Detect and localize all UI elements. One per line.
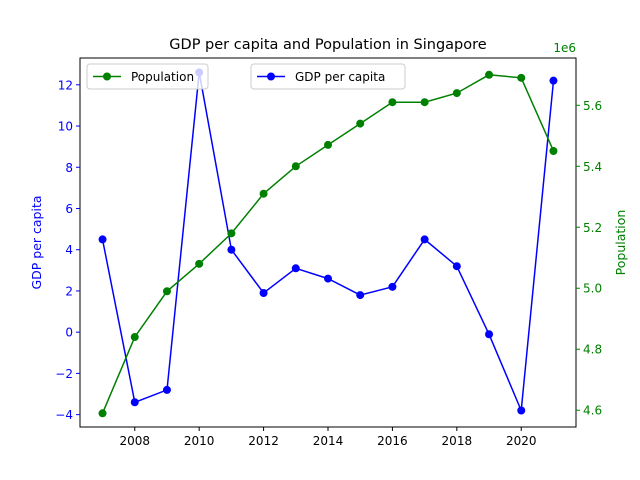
population-point: [388, 98, 397, 107]
population-point: [227, 229, 236, 238]
x-tick-label: 2016: [377, 434, 408, 448]
left-y-tick-label: 0: [65, 326, 73, 340]
x-tick-label: 2020: [506, 434, 537, 448]
left-y-axis-label: GDP per capita: [29, 195, 44, 289]
population-point: [420, 98, 429, 107]
gdp-per-capita-point: [517, 406, 526, 415]
legend-marker: [267, 72, 275, 81]
left-y-tick-label: −2: [55, 367, 73, 381]
right-y-tick-label: 5.0: [583, 282, 602, 296]
population-point: [162, 287, 171, 296]
gdp-per-capita-point: [549, 76, 558, 85]
population-point: [291, 162, 300, 171]
gdp-per-capita-point: [388, 282, 397, 291]
right-y-tick-label: 5.2: [583, 221, 602, 235]
population-point: [130, 333, 139, 342]
legend-box: [250, 63, 406, 90]
legend-label: GDP per capita: [295, 70, 385, 84]
x-tick-label: 2008: [119, 434, 150, 448]
population-point: [485, 70, 494, 79]
gdp-per-capita-point: [452, 262, 461, 271]
x-tick-label: 2018: [442, 434, 473, 448]
population-point: [549, 147, 558, 156]
gdp-per-capita-point: [485, 330, 494, 339]
legend-upper-left: Population: [86, 63, 209, 90]
population-point: [324, 140, 332, 149]
right-y-tick-label: 5.6: [583, 99, 602, 113]
population-point: [259, 189, 268, 198]
right-y-tick-label: 4.6: [583, 404, 602, 418]
gdp-per-capita-point: [227, 245, 236, 254]
population-point: [98, 409, 107, 418]
x-tick-label: 2014: [313, 434, 344, 448]
left-y-tick-label: 4: [65, 243, 73, 257]
left-y-tick-label: −4: [55, 408, 73, 422]
population-point: [517, 73, 526, 82]
population-point: [452, 89, 461, 98]
legend-marker: [103, 72, 111, 81]
left-y-tick-label: 8: [65, 161, 73, 175]
right-y-tick-label: 4.8: [583, 343, 602, 357]
gdp-per-capita-point: [130, 398, 139, 407]
chart-title: GDP per capita and Population in Singapo…: [169, 37, 486, 53]
x-tick-label: 2010: [184, 434, 215, 448]
population-point: [195, 259, 204, 268]
gdp-per-capita-point: [420, 235, 429, 244]
gdp-per-capita-point: [324, 274, 332, 283]
left-y-tick-label: 12: [58, 78, 73, 92]
legend-upper-center: GDP per capita: [250, 63, 406, 90]
right-y-tick-label: 5.4: [583, 160, 602, 174]
legend-box: [86, 63, 209, 90]
population-point: [356, 119, 365, 128]
gdp-per-capita-point: [356, 291, 365, 300]
left-y-tick-label: 10: [58, 120, 73, 134]
left-y-tick-label: 6: [65, 202, 73, 216]
right-y-axis-label: Population: [613, 210, 628, 276]
gdp-per-capita-point: [291, 264, 300, 273]
left-y-tick-label: 2: [65, 284, 73, 298]
gdp-per-capita-point: [98, 235, 107, 244]
gdp-per-capita-point: [162, 385, 171, 394]
right-y-offset-text: 1e6: [553, 41, 576, 55]
legend-label: Population: [131, 70, 194, 84]
x-tick-label: 2012: [248, 434, 279, 448]
gdp-per-capita-point: [259, 289, 268, 298]
